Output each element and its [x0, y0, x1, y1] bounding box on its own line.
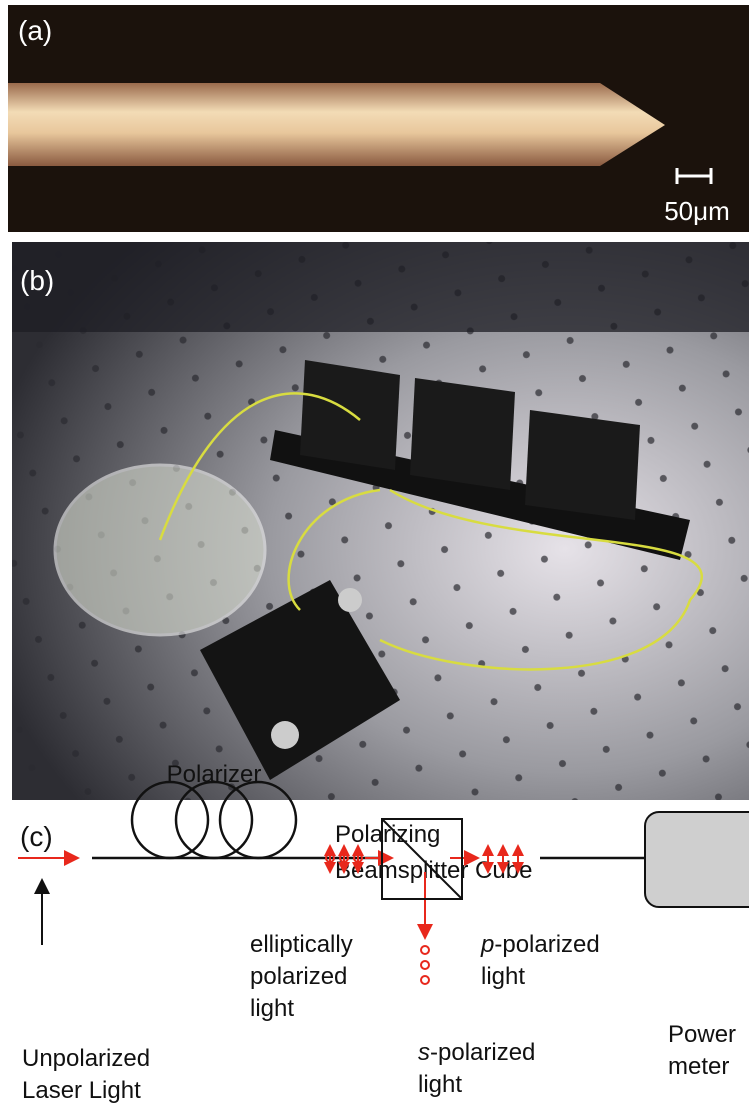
label: light — [481, 963, 525, 990]
knob — [271, 721, 299, 749]
plate — [525, 410, 640, 520]
plate — [410, 378, 515, 490]
label-rest: -polarized — [494, 931, 599, 958]
label: light — [418, 1071, 462, 1098]
label: polarized — [250, 963, 347, 990]
panel-label: (b) — [20, 265, 54, 296]
label: Unpolarized — [22, 1045, 150, 1072]
figure: (a) 50μm (b) (c) Unpolarized Laser Light… — [0, 0, 749, 1108]
label-rest: -polarized — [430, 1039, 535, 1066]
photo-shadow — [12, 242, 749, 332]
label: Polarizer — [167, 761, 262, 788]
knob — [338, 588, 362, 612]
label: s-polarized — [418, 1039, 535, 1066]
plate — [300, 360, 400, 470]
label: p-polarized — [480, 931, 600, 958]
panel-label: (c) — [20, 821, 53, 852]
panel-label: (a) — [18, 15, 52, 46]
label: light — [250, 995, 294, 1022]
bowl — [55, 465, 265, 635]
power-meter — [645, 812, 749, 907]
page: {"panel_a": {"label": "(a)", "scale_bar"… — [0, 0, 749, 1108]
label-italic: s — [418, 1039, 430, 1066]
fiber-tip — [8, 83, 665, 166]
label: Power — [668, 1021, 736, 1048]
label: meter — [668, 1053, 729, 1080]
scale-label: 50μm — [664, 196, 730, 226]
label-italic: p — [480, 931, 494, 958]
label: Laser Light — [22, 1077, 141, 1104]
label: elliptically — [250, 931, 353, 958]
